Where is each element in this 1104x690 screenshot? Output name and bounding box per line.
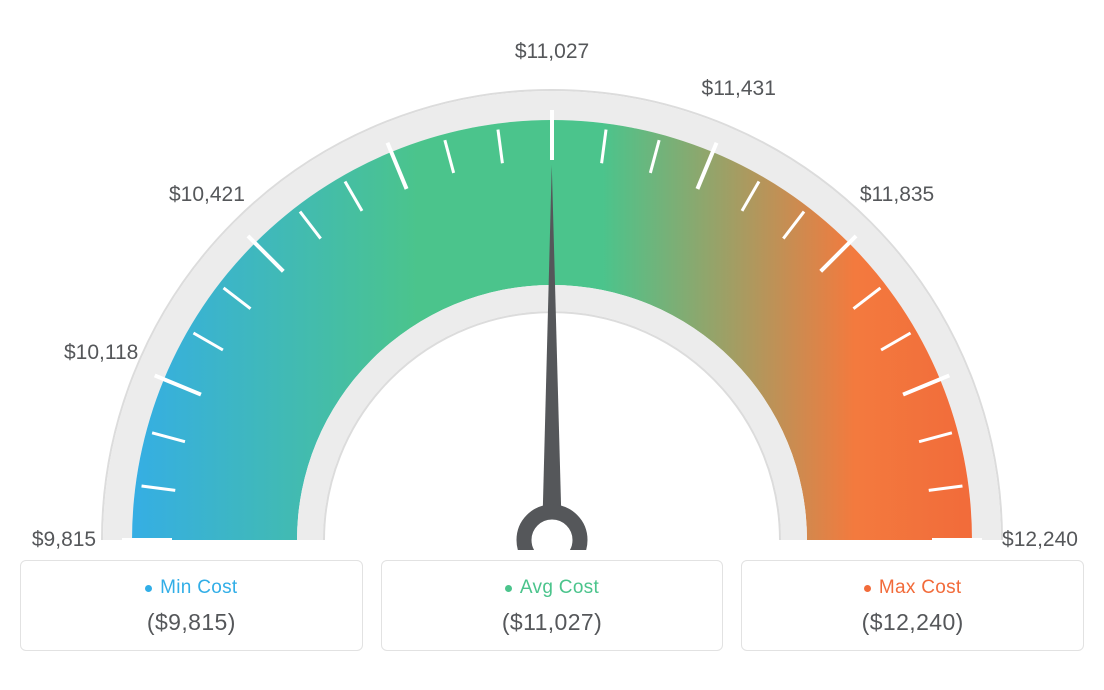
avg-cost-title: Avg Cost (520, 577, 599, 599)
max-cost-card: Max Cost ($12,240) (741, 560, 1084, 651)
avg-cost-value: ($11,027) (396, 609, 709, 636)
max-cost-value: ($12,240) (756, 609, 1069, 636)
avg-dot-icon (505, 585, 512, 592)
min-cost-title: Min Cost (160, 577, 237, 599)
gauge-tick-label: $10,118 (64, 341, 138, 365)
avg-cost-card: Avg Cost ($11,027) (381, 560, 724, 651)
cost-gauge: $9,815 $10,118 $10,421 $11,027 $11,431 $11,83… (20, 20, 1084, 550)
gauge-tick-label: $9,815 (32, 528, 96, 552)
min-dot-icon (145, 585, 152, 592)
gauge-tick-label: $12,240 (1002, 528, 1078, 552)
cost-cards-row: Min Cost ($9,815) Avg Cost ($11,027) Max… (20, 560, 1084, 651)
min-cost-card: Min Cost ($9,815) (20, 560, 363, 651)
max-cost-title: Max Cost (879, 577, 962, 599)
gauge-tick-label: $11,835 (860, 183, 934, 207)
gauge-tick-label: $10,421 (169, 183, 245, 207)
min-cost-value: ($9,815) (35, 609, 348, 636)
gauge-tick-label: $11,027 (515, 40, 589, 64)
gauge-tick-label: $11,431 (702, 77, 776, 101)
max-dot-icon (864, 585, 871, 592)
